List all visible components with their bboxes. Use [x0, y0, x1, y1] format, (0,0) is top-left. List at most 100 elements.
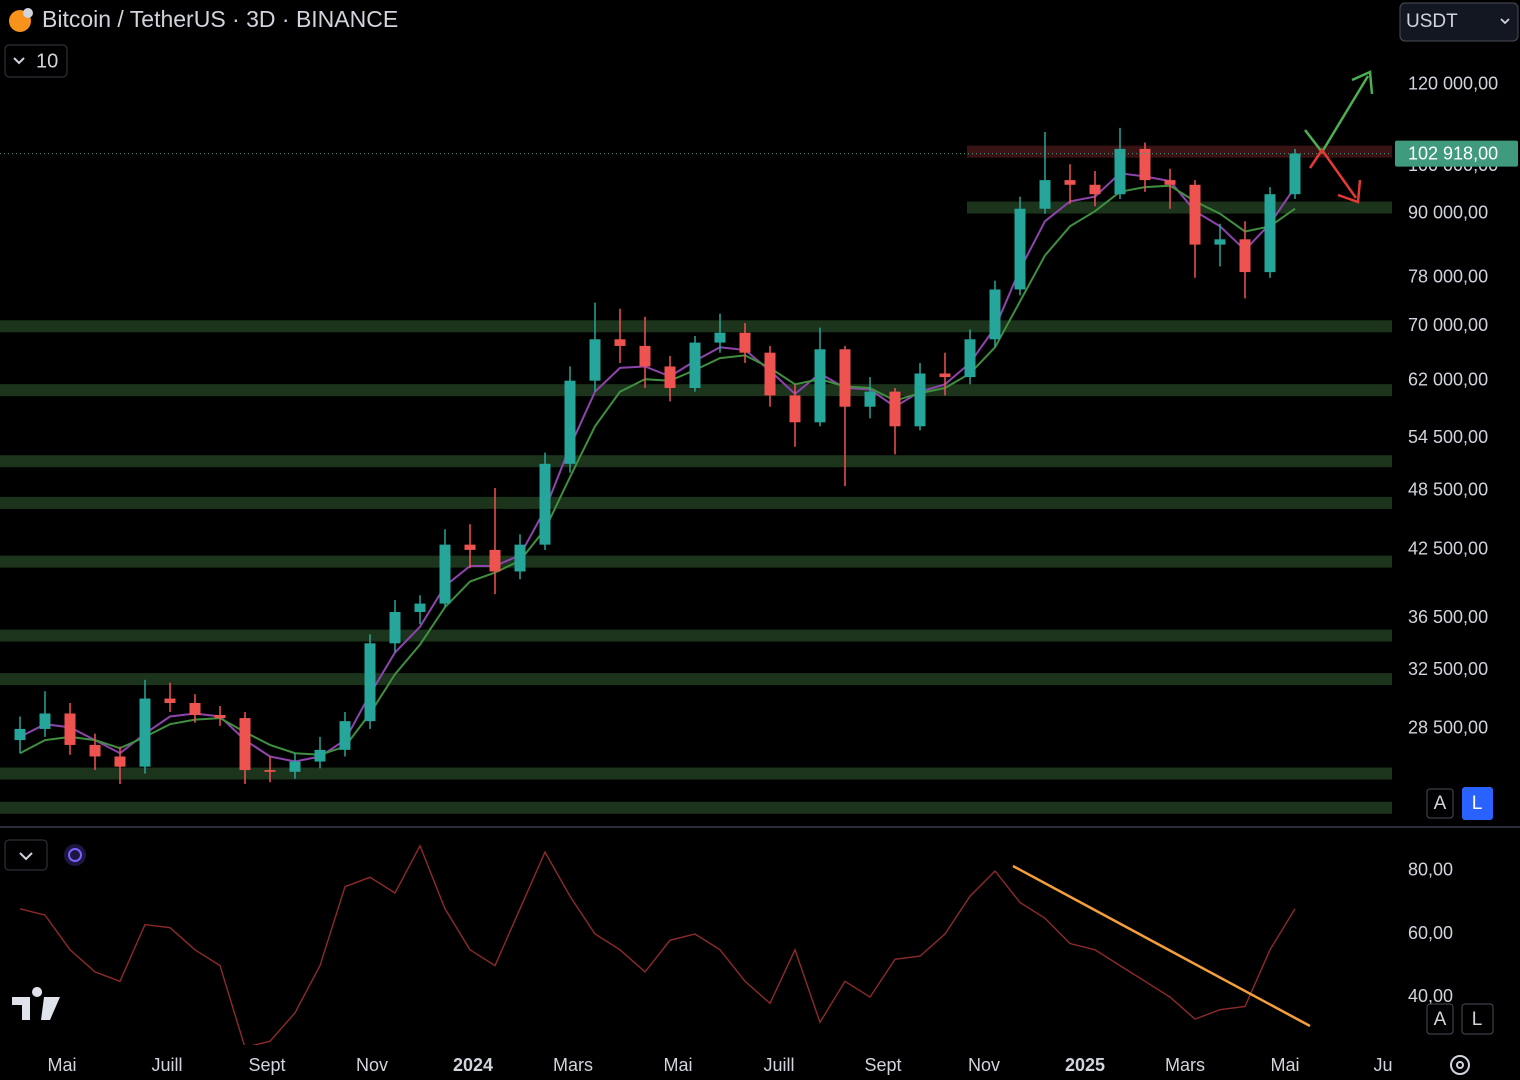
candle-body	[514, 544, 526, 572]
candle-body	[1189, 184, 1201, 245]
x-tick-label: 2024	[453, 1055, 493, 1075]
candle-body	[214, 714, 226, 719]
x-tick-label: Juill	[763, 1055, 794, 1075]
candle-body	[1139, 148, 1151, 181]
down-arrowhead	[1337, 179, 1362, 204]
candle-body	[1039, 180, 1051, 209]
x-tick-label: Mars	[553, 1055, 593, 1075]
candle-body	[164, 698, 176, 703]
candle-body	[289, 761, 301, 772]
candle-body	[989, 289, 1001, 340]
y-tick-label: 32 500,00	[1408, 659, 1488, 679]
settings-icon-center	[1456, 1061, 1464, 1069]
currency-label: USDT	[1406, 11, 1458, 32]
y-tick-label: 70 000,00	[1408, 315, 1488, 335]
x-tick-label: Nov	[356, 1055, 388, 1075]
indicator-toggle[interactable]	[4, 44, 68, 78]
rsi-line	[19, 844, 1296, 1045]
candle-body	[339, 721, 351, 750]
x-tick-label: Mai	[663, 1055, 692, 1075]
y-tick-label: 120 000,00	[1408, 74, 1498, 94]
candle-body	[639, 345, 651, 367]
candle-body	[964, 339, 976, 378]
candle-body	[239, 718, 251, 771]
x-tick-label: Mai	[47, 1055, 76, 1075]
candle-body	[789, 395, 801, 423]
log-scale-label: L	[1472, 793, 1483, 814]
price-zone	[0, 455, 1392, 468]
candle-body	[64, 713, 76, 745]
chevron	[19, 852, 33, 861]
price-zone	[967, 201, 1392, 214]
candle-body	[264, 770, 276, 772]
candle-body	[689, 342, 701, 388]
x-tick-label: Juill	[151, 1055, 182, 1075]
x-tick-label: Sept	[864, 1055, 901, 1075]
price-zone	[0, 384, 1392, 397]
chevron	[13, 57, 25, 65]
auto-scale-button[interactable]	[1426, 788, 1454, 819]
up-arrowhead	[1351, 70, 1374, 95]
exchange-badge	[23, 8, 33, 18]
refresh-icon	[68, 848, 82, 862]
log-scale-button[interactable]	[1461, 1003, 1494, 1035]
candle-body	[114, 756, 126, 767]
zones-layer	[0, 145, 1392, 814]
refresh-badge[interactable]	[64, 844, 86, 866]
y-tick-label: 78 000,00	[1408, 267, 1488, 287]
x-tick-label: Ju	[1373, 1055, 1392, 1075]
price-layer	[0, 127, 1392, 785]
moving-average-line	[19, 184, 1296, 756]
price-zone	[0, 801, 1392, 814]
x-tick-label: Mars	[1165, 1055, 1205, 1075]
candle-body	[939, 373, 951, 378]
auto-scale-label: A	[1434, 793, 1447, 814]
candle-body	[864, 391, 876, 407]
candle-body	[839, 349, 851, 407]
log-scale-button[interactable]	[1462, 787, 1493, 820]
price-zone	[0, 629, 1392, 642]
auto-scale-label: A	[1434, 1009, 1447, 1030]
x-tick-label: Sept	[248, 1055, 285, 1075]
rsi-tick-label: 40,00	[1408, 986, 1453, 1006]
y-tick-label: 54 500,00	[1408, 427, 1488, 447]
candle-body	[1289, 153, 1301, 195]
candle-body	[1014, 208, 1026, 290]
candle-body	[389, 611, 401, 644]
pane-collapse-button[interactable]	[4, 839, 48, 871]
candle-body	[1064, 180, 1076, 185]
candle-body	[1114, 148, 1126, 195]
candle-body	[539, 463, 551, 545]
x-tick-label: Mai	[1270, 1055, 1299, 1075]
candle-body	[764, 352, 776, 396]
price-zone	[0, 320, 1392, 333]
y-tick-label: 48 500,00	[1408, 479, 1488, 499]
candle-body	[414, 603, 426, 612]
candle-body	[914, 373, 926, 427]
candle-body	[564, 380, 576, 464]
candle-body	[1239, 239, 1251, 273]
rsi-trendline	[1012, 864, 1311, 1028]
indicator-value: 10	[36, 50, 58, 72]
candle-body	[189, 702, 201, 715]
candle-body	[889, 391, 901, 427]
candle-body	[714, 332, 726, 343]
candle-body	[89, 744, 101, 757]
candle-body	[1089, 184, 1101, 195]
currency-select[interactable]	[1399, 2, 1519, 42]
tradingview-logo	[12, 987, 60, 1020]
candle-body	[814, 349, 826, 423]
rsi-layer	[19, 844, 1296, 1045]
candle-body	[1264, 194, 1276, 273]
settings-icon[interactable]	[1450, 1055, 1470, 1075]
candle-body	[489, 549, 501, 572]
auto-scale-button[interactable]	[1426, 1003, 1454, 1035]
candle-body	[364, 643, 376, 722]
candle-body	[464, 544, 476, 550]
price-zone	[967, 145, 1392, 158]
rsi-tick-label: 60,00	[1408, 923, 1453, 943]
rsi-tick-label: 80,00	[1408, 860, 1453, 880]
x-tick-label: 2025	[1065, 1055, 1105, 1075]
